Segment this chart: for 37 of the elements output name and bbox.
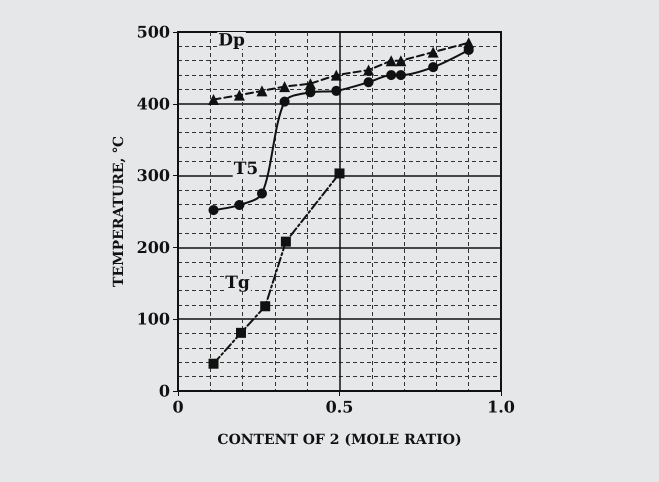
point <box>363 64 374 76</box>
point <box>208 94 220 105</box>
point <box>331 86 342 96</box>
point <box>279 81 290 92</box>
x-tick-label: 0.5 <box>326 398 354 416</box>
point <box>256 188 267 199</box>
point <box>386 70 396 80</box>
y-tick-label: 100 <box>136 310 170 329</box>
point <box>208 205 219 216</box>
point <box>234 90 245 101</box>
point <box>428 62 438 72</box>
y-tick-label: 300 <box>136 166 170 186</box>
point <box>280 96 290 107</box>
x-axis-title: CONTENT OF 2 (MOLE RATIO) <box>217 432 462 448</box>
series-label: T5 <box>234 159 258 180</box>
x-tick-label: 1.0 <box>487 398 515 416</box>
y-tick-label: 0 <box>158 382 170 400</box>
point <box>386 55 397 66</box>
y-tick-label: 400 <box>136 94 170 114</box>
y-axis-title: TEMPERATURE, ℃ <box>111 136 127 287</box>
text: Dp <box>218 30 245 50</box>
point <box>428 46 439 58</box>
x-tick-label: 0 <box>172 398 184 416</box>
point <box>260 301 270 312</box>
point <box>334 168 344 178</box>
point <box>236 328 246 338</box>
series-label: Tg <box>225 273 250 294</box>
point <box>234 200 244 210</box>
point <box>256 85 268 96</box>
y-tick-label: 500 <box>136 22 170 42</box>
point <box>280 236 291 247</box>
point <box>396 70 406 80</box>
point <box>330 70 342 81</box>
y-tick-label: 200 <box>136 238 170 257</box>
point <box>364 77 374 88</box>
point <box>208 358 219 369</box>
point <box>395 55 406 66</box>
